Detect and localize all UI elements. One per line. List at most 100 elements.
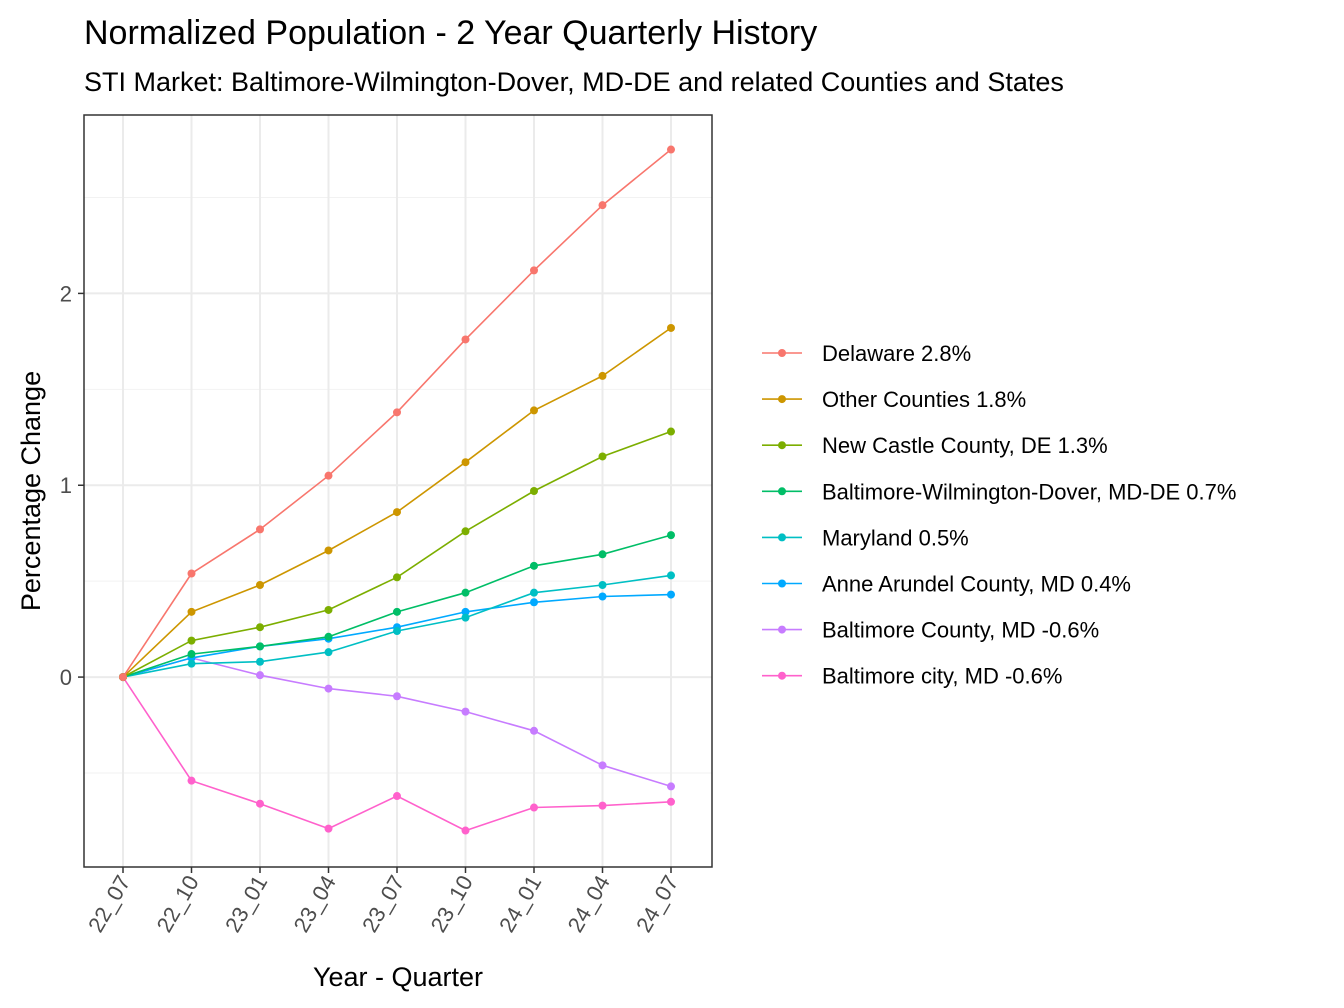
data-point bbox=[393, 692, 401, 701]
x-tick-label: 22_07 bbox=[83, 871, 135, 936]
chart-title: Normalized Population - 2 Year Quarterly… bbox=[84, 14, 817, 52]
data-point bbox=[461, 707, 470, 716]
data-point bbox=[598, 452, 607, 461]
x-tick-label: 22_10 bbox=[152, 871, 204, 936]
data-point bbox=[256, 525, 264, 534]
legend-label: Baltimore-Wilmington-Dover, MD-DE 0.7% bbox=[822, 479, 1236, 504]
data-point bbox=[393, 792, 401, 801]
data-point bbox=[256, 799, 264, 808]
legend-key-point bbox=[778, 349, 786, 357]
axes: 0 1 2 22_07 22_10 23_01 23_04 23_07 23_10 24_01 24… bbox=[60, 281, 684, 936]
data-point bbox=[393, 607, 401, 616]
data-point bbox=[256, 642, 264, 651]
data-point bbox=[598, 592, 607, 601]
data-point bbox=[530, 726, 538, 735]
data-point bbox=[598, 550, 607, 559]
series bbox=[119, 145, 675, 682]
data-point bbox=[393, 408, 401, 417]
data-point bbox=[256, 581, 264, 589]
data-point bbox=[667, 145, 675, 154]
data-point bbox=[324, 546, 333, 555]
data-point bbox=[187, 636, 196, 645]
y-tick-label: 2 bbox=[60, 281, 72, 306]
legend-key-point bbox=[778, 441, 786, 450]
data-point bbox=[461, 335, 470, 344]
data-point bbox=[324, 684, 333, 693]
data-point bbox=[461, 588, 470, 597]
data-point bbox=[324, 471, 333, 480]
x-tick-label: 23_04 bbox=[289, 871, 341, 936]
data-point bbox=[530, 588, 538, 597]
data-point bbox=[119, 673, 127, 682]
data-point bbox=[598, 761, 607, 770]
legend-key-point bbox=[778, 533, 786, 542]
data-point bbox=[187, 650, 196, 659]
data-point bbox=[530, 598, 538, 607]
data-point bbox=[393, 627, 401, 636]
data-point bbox=[598, 581, 607, 589]
legend-item: Baltimore County, MD -0.6% bbox=[762, 618, 1099, 643]
chart-subtitle: STI Market: Baltimore-Wilmington-Dover, … bbox=[84, 67, 1064, 97]
legend-label: Delaware 2.8% bbox=[822, 341, 971, 366]
y-axis-title: Percentage Change bbox=[16, 371, 46, 611]
data-point bbox=[530, 803, 538, 812]
data-point bbox=[667, 590, 675, 599]
legend-label: Baltimore city, MD -0.6% bbox=[822, 664, 1062, 689]
data-point bbox=[461, 826, 470, 835]
data-point bbox=[461, 527, 470, 536]
legend-key-point bbox=[778, 395, 786, 404]
data-point bbox=[256, 671, 264, 680]
legend-item: Baltimore-Wilmington-Dover, MD-DE 0.7% bbox=[762, 479, 1236, 504]
data-point bbox=[324, 648, 333, 657]
x-tick-label: 24_04 bbox=[563, 871, 615, 936]
series bbox=[119, 323, 675, 682]
legend-label: New Castle County, DE 1.3% bbox=[822, 433, 1108, 458]
x-tick-label: 23_07 bbox=[357, 871, 409, 936]
legend-key-point bbox=[778, 487, 786, 496]
legend: Delaware 2.8% Other Counties 1.8% New Cast… bbox=[762, 341, 1236, 689]
legend-item: Baltimore city, MD -0.6% bbox=[762, 664, 1062, 689]
legend-label: Maryland 0.5% bbox=[822, 525, 969, 550]
data-point bbox=[530, 266, 538, 275]
legend-item: Maryland 0.5% bbox=[762, 525, 969, 550]
x-axis-title: Year - Quarter bbox=[313, 962, 483, 992]
data-point bbox=[461, 607, 470, 616]
data-point bbox=[667, 571, 675, 580]
data-point bbox=[530, 561, 538, 570]
legend-item: New Castle County, DE 1.3% bbox=[762, 433, 1108, 458]
legend-key-point bbox=[778, 625, 786, 634]
legend-label: Anne Arundel County, MD 0.4% bbox=[822, 572, 1131, 597]
data-point bbox=[393, 573, 401, 582]
data-point bbox=[667, 427, 675, 436]
legend-label: Baltimore County, MD -0.6% bbox=[822, 618, 1099, 643]
y-tick-label: 1 bbox=[60, 473, 72, 498]
x-tick-label: 23_01 bbox=[220, 871, 272, 936]
legend-item: Delaware 2.8% bbox=[762, 341, 971, 366]
gridlines bbox=[84, 115, 712, 867]
data-point bbox=[667, 797, 675, 806]
series-lines bbox=[119, 145, 675, 835]
data-point bbox=[530, 487, 538, 495]
data-point bbox=[256, 657, 264, 666]
x-tick-label: 23_10 bbox=[426, 871, 478, 936]
data-point bbox=[667, 323, 675, 332]
legend-item: Anne Arundel County, MD 0.4% bbox=[762, 572, 1131, 597]
data-point bbox=[187, 569, 196, 578]
data-point bbox=[256, 623, 264, 632]
plot-panel-border bbox=[83, 114, 713, 868]
data-point bbox=[598, 201, 607, 210]
data-point bbox=[187, 607, 196, 616]
data-point bbox=[667, 531, 675, 540]
data-point bbox=[461, 458, 470, 467]
series bbox=[119, 571, 675, 682]
legend-label: Other Counties 1.8% bbox=[822, 387, 1026, 412]
data-point bbox=[667, 782, 675, 791]
data-point bbox=[598, 801, 607, 810]
legend-key-point bbox=[778, 579, 786, 588]
series bbox=[119, 531, 675, 682]
data-point bbox=[187, 659, 196, 668]
data-point bbox=[393, 508, 401, 517]
data-point bbox=[187, 776, 196, 785]
legend-key-point bbox=[778, 671, 786, 680]
